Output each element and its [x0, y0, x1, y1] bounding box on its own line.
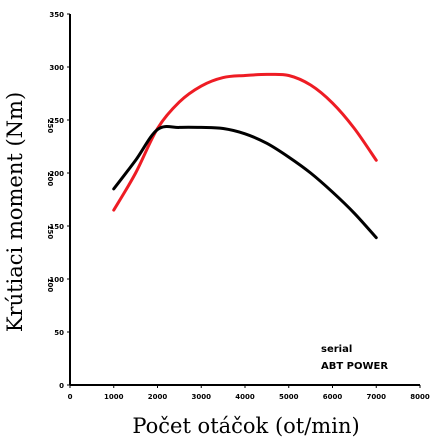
x-tick-label: 1000 — [104, 393, 124, 401]
y-tick-label-secondary: 200 — [46, 172, 54, 187]
legend-abt-power-label: ABT POWER — [321, 361, 388, 372]
y-axis-label-group: Krútiaci moment (Nm) — [3, 92, 27, 332]
x-tick-label: 6000 — [323, 393, 343, 401]
series-line-abt-power — [112, 72, 378, 212]
y-tick-label: 50 — [54, 329, 64, 337]
y-tick-label: 350 — [49, 11, 64, 19]
y-tick-label: 200 — [49, 170, 64, 178]
y-tick-label-secondary: 150 — [46, 225, 54, 240]
x-tick-label: 3000 — [192, 393, 212, 401]
y-tick-label-secondary: 100 — [46, 278, 54, 293]
x-tick-label: 5000 — [279, 393, 299, 401]
series-line-serial — [112, 125, 378, 240]
axis-ticks: 0 50 100 150 200 250 300 350 100 150 200 250 0 1000 20… — [46, 11, 430, 401]
y-axis-label: Krútiaci moment (Nm) — [3, 92, 27, 332]
x-axis-label: Počet otáčok (ot/min) — [132, 414, 359, 438]
series-layer — [112, 72, 378, 240]
x-tick-label: 8000 — [410, 393, 430, 401]
x-tick-label: 7000 — [367, 393, 387, 401]
y-tick-label: 150 — [49, 223, 64, 231]
y-tick-label: 100 — [49, 276, 64, 284]
y-tick-label: 0 — [59, 382, 64, 390]
x-tick-label: 2000 — [148, 393, 168, 401]
x-tick-label: 4000 — [235, 393, 255, 401]
y-tick-label-secondary: 250 — [46, 119, 54, 134]
legend-serial-label: serial — [321, 344, 352, 355]
y-tick-label: 300 — [49, 64, 64, 72]
y-tick-label: 250 — [49, 117, 64, 125]
x-tick-label: 0 — [68, 393, 73, 401]
